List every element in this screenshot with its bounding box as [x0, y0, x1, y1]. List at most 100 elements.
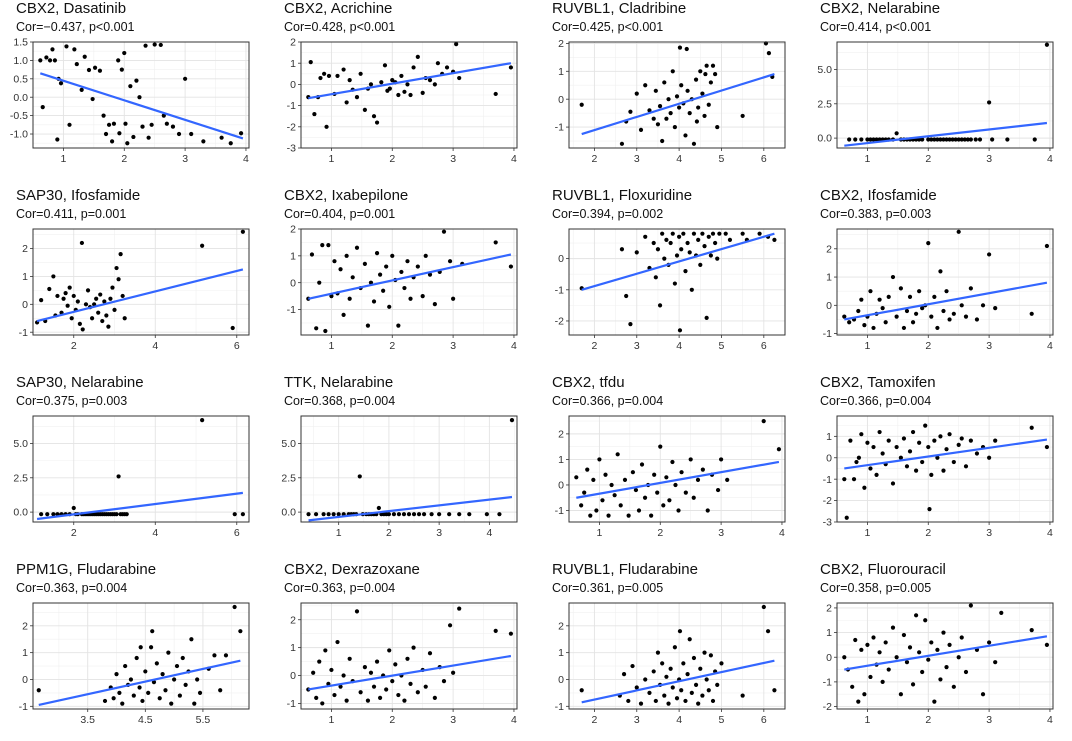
regression-line	[308, 495, 513, 522]
data-point	[929, 640, 934, 645]
data-point	[947, 137, 952, 142]
data-point	[725, 477, 730, 482]
data-point	[119, 67, 124, 72]
plot-border	[836, 228, 1054, 336]
y-tick-label: -1	[287, 698, 296, 710]
x-tick-label: 2	[389, 153, 395, 165]
x-tick-label: 4	[676, 153, 682, 165]
data-point	[371, 114, 377, 119]
data-point	[609, 482, 614, 488]
data-point	[411, 65, 416, 70]
data-point	[932, 438, 937, 443]
y-tick-label: 0	[826, 452, 832, 464]
data-point	[387, 86, 392, 91]
y-tick-label: 5.0	[13, 438, 28, 450]
data-point	[660, 661, 665, 666]
data-point	[354, 245, 360, 250]
data-point	[859, 297, 864, 302]
data-point	[688, 457, 693, 462]
data-point	[354, 609, 360, 614]
data-point	[962, 137, 967, 142]
data-point	[642, 495, 648, 500]
data-point	[326, 512, 331, 517]
data-point	[146, 690, 151, 695]
regression-line	[844, 635, 1048, 671]
plot-background	[301, 416, 517, 522]
y-tick-label: 1.0	[13, 55, 28, 67]
data-point	[74, 61, 79, 67]
data-point	[904, 464, 910, 469]
data-point	[938, 269, 943, 274]
data-point	[956, 442, 961, 448]
scatter-plot: 1 2 3 4 -1 0 1 2	[823, 228, 1054, 352]
panel-title: TTK, Nelarabine	[284, 374, 394, 391]
data-point	[666, 701, 671, 706]
data-point	[941, 308, 946, 314]
y-tick-label: 1	[558, 66, 564, 78]
data-point	[624, 293, 629, 299]
data-point	[371, 684, 377, 689]
x-tick-label: 3	[182, 153, 188, 165]
data-point	[638, 701, 644, 706]
data-point	[134, 655, 139, 661]
x-tick-label: 3	[634, 340, 640, 352]
data-point	[201, 139, 206, 144]
data-point	[920, 669, 925, 675]
data-point	[362, 261, 367, 266]
panel: PPM1G, Fludarabine Cor=0.363, p=0.004 3.5 4…	[0, 561, 262, 741]
data-point	[877, 650, 882, 655]
data-point	[358, 690, 363, 695]
data-point	[941, 468, 946, 473]
data-point	[606, 513, 611, 518]
data-point	[687, 250, 692, 255]
data-point	[689, 287, 694, 292]
data-point	[727, 237, 733, 243]
data-point	[643, 677, 648, 682]
data-point	[150, 629, 155, 634]
scatter-plot: 3.5 4.5 5.5 -1 0 1 2	[19, 602, 250, 726]
data-point	[120, 701, 125, 706]
y-tick-label: 2.5	[281, 472, 296, 484]
data-point	[326, 73, 332, 79]
regression-line	[39, 72, 244, 140]
data-point	[684, 46, 689, 52]
y-tick-label: -1	[287, 100, 296, 112]
data-point	[335, 73, 340, 79]
data-point	[973, 137, 978, 142]
panel-stats: Cor=0.404, p=0.001	[284, 207, 396, 221]
x-tick-label: 4	[152, 340, 158, 352]
data-point	[111, 121, 117, 126]
data-point	[674, 696, 680, 701]
data-point	[451, 296, 456, 301]
data-point	[710, 63, 716, 68]
data-point	[868, 289, 873, 294]
x-tick-label: 2	[71, 340, 77, 352]
y-tick-label: 5.0	[281, 438, 296, 450]
data-point	[176, 131, 182, 137]
data-point	[618, 503, 623, 508]
data-point	[94, 296, 99, 301]
data-point	[484, 512, 489, 517]
data-point	[647, 108, 652, 113]
data-point	[926, 241, 931, 246]
plot-border	[836, 41, 1054, 149]
data-point	[951, 459, 956, 465]
x-tick-label: 3	[986, 340, 992, 352]
data-point	[603, 472, 608, 477]
data-point	[387, 304, 392, 309]
data-point	[331, 512, 336, 517]
y-tick-label: 0	[558, 674, 564, 686]
panel: TTK, Nelarabine Cor=0.368, p=0.004 1 2 3 4 0.0…	[268, 374, 530, 554]
data-point	[959, 303, 964, 308]
data-point	[411, 512, 417, 517]
data-point	[951, 311, 956, 316]
data-point	[886, 667, 891, 672]
panel-stats: Cor=0.375, p=0.003	[16, 394, 128, 408]
y-tick-label: 1	[558, 454, 564, 466]
data-point	[923, 423, 928, 428]
data-point	[338, 684, 343, 689]
data-point	[585, 467, 590, 472]
data-point	[679, 247, 684, 252]
data-point	[332, 259, 337, 264]
plot-border	[836, 602, 1054, 710]
